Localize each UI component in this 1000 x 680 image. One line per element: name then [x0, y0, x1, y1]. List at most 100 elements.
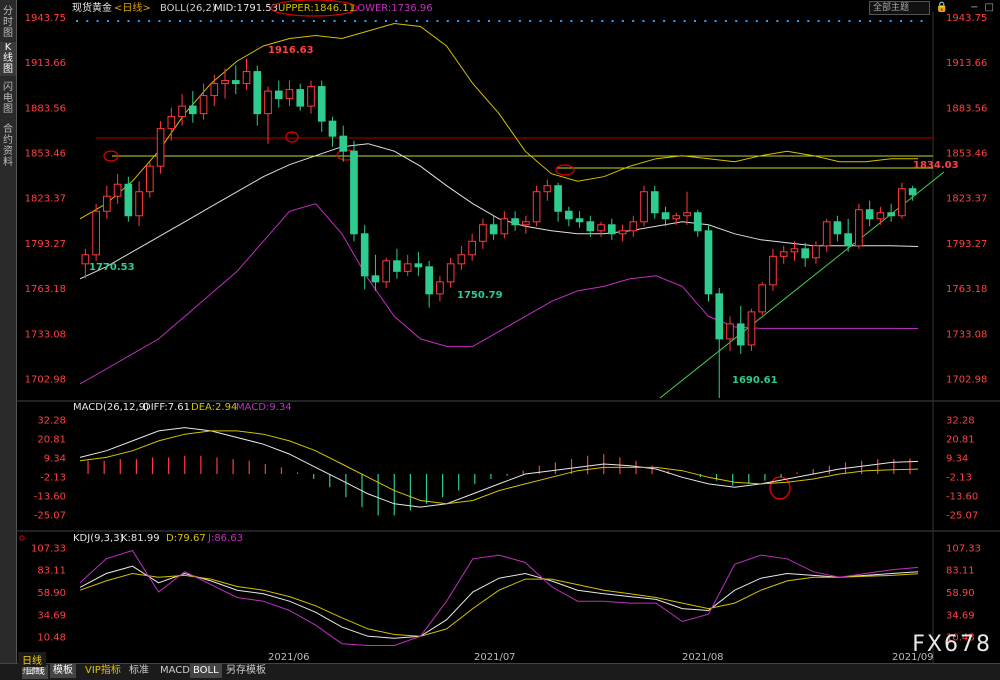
dot — [920, 20, 923, 22]
macd-axis-right-tick: -13.60 — [946, 492, 978, 503]
candle-up — [221, 80, 229, 85]
kdj-axis-right-tick: 107.33 — [946, 543, 981, 554]
trend-line-green — [659, 171, 945, 399]
tab-indicator[interactable]: 指标 — [22, 665, 42, 676]
candle-down — [908, 188, 917, 196]
candle-down — [575, 218, 584, 223]
boll-lower-line — [79, 203, 919, 385]
dot — [117, 20, 120, 22]
price-axis-right: 1943.75 1913.66 1883.56 1853.46 1823.37 1793.… — [946, 13, 987, 386]
candle-up — [103, 195, 111, 212]
dot — [508, 20, 511, 22]
candle-up — [629, 221, 638, 232]
dot — [446, 20, 449, 22]
dot — [374, 20, 377, 22]
tab-boll[interactable]: BOLL — [190, 664, 222, 678]
candle-up — [672, 215, 681, 220]
price-axis-right-tick: 1853.46 — [946, 148, 987, 159]
candle-up — [146, 165, 154, 193]
dot — [251, 20, 254, 22]
macd-diff-line — [79, 427, 919, 508]
tab-vip-indicator[interactable]: VIP指标 — [85, 665, 121, 676]
dot — [632, 20, 635, 22]
tab-macd[interactable]: MACD — [160, 665, 190, 676]
date-label-sep: 2021/09 — [892, 652, 934, 663]
dot — [179, 20, 181, 22]
candle-up — [543, 185, 552, 193]
dot — [343, 20, 346, 22]
boll-mid-path — [79, 143, 919, 280]
price-axis-left-tick: 1793.27 — [25, 239, 66, 250]
boll-mid-value: MID:1791.53 — [214, 3, 278, 14]
candle-up — [468, 240, 476, 256]
kdj-axis-left: 107.33 83.11 58.90 34.69 10.48 — [31, 543, 66, 643]
candle-down — [736, 323, 745, 346]
dot — [137, 20, 140, 22]
sidebar-tab-flash[interactable]: 闪电图 — [3, 82, 13, 115]
macd-diff-path — [79, 427, 919, 508]
dot — [282, 20, 284, 22]
candle-up — [876, 212, 885, 220]
candle-up — [769, 255, 777, 286]
dot — [570, 20, 573, 22]
dot — [817, 20, 820, 22]
macd-axis-right-tick: -25.07 — [946, 511, 978, 522]
candle-up — [812, 245, 820, 259]
highlight-circle-2 — [285, 131, 299, 143]
macd-title: MACD(26,12,9) — [73, 402, 149, 413]
dot — [395, 20, 398, 22]
price-axis-left-tick: 1883.56 — [25, 103, 66, 114]
kdj-axis-right-tick: 10.48 — [946, 633, 975, 644]
expand-icon[interactable]: □ — [984, 2, 994, 13]
dot — [467, 20, 470, 22]
price-axis-right-tick: 1793.27 — [946, 239, 987, 250]
candle-down — [371, 275, 380, 283]
kdj-d-path — [79, 572, 919, 637]
dot — [683, 20, 686, 22]
macd-dea-line — [79, 430, 919, 505]
candle-up — [822, 221, 831, 247]
candle-down — [274, 90, 283, 100]
dot — [611, 20, 614, 22]
dot — [529, 20, 532, 22]
theme-dropdown[interactable]: 全部主题 — [869, 1, 930, 15]
candle-down — [317, 86, 326, 122]
price-axis-left-tick: 1702.98 — [25, 375, 66, 386]
sidebar-tab-kline[interactable]: K线图 — [0, 42, 16, 76]
candle-up — [135, 191, 143, 217]
macd-axis-right: 32.28 20.81 9.34 -2.13 -13.60 -25.07 — [946, 416, 978, 522]
kdj-marker-icon — [19, 535, 25, 541]
dot — [323, 20, 326, 22]
candle-down — [360, 233, 369, 277]
dot — [415, 20, 418, 22]
minus-icon[interactable]: − — [970, 2, 979, 13]
dot — [621, 20, 624, 22]
candle-up — [618, 230, 627, 235]
kdj-j-line — [79, 549, 919, 646]
candle-down — [339, 135, 348, 152]
price-axis-left: 1943.75 1913.66 1883.56 1853.46 1823.37 1793.… — [25, 13, 66, 386]
kdj-axis-left-tick: 107.33 — [31, 543, 66, 554]
dot — [106, 20, 109, 22]
macd-axis-left-tick: 32.28 — [37, 416, 66, 427]
sidebar-tab-contract[interactable]: 合约资料 — [3, 124, 13, 168]
candle-up — [758, 284, 767, 313]
dot — [652, 20, 655, 22]
macd-axis-left-tick: -2.13 — [40, 473, 66, 484]
tab-template[interactable]: 模板 — [50, 664, 76, 678]
tab-save-template[interactable]: 另存模板 — [226, 665, 266, 676]
chart-area: 现货黄金 <日线> BOLL(26,2) MID:1791.53 UPPER:1… — [16, 0, 1000, 663]
dot — [96, 20, 99, 22]
macd-axis-right-tick: 20.81 — [946, 435, 975, 446]
candle-up — [522, 221, 530, 226]
tab-standard[interactable]: 标准 — [129, 665, 149, 676]
highlight-circle-1 — [103, 150, 119, 162]
lock-icon[interactable]: 🔒 — [935, 2, 948, 13]
sidebar-tab-timeshare[interactable]: 分时图 — [3, 6, 13, 39]
period-indicator[interactable]: 日线 — [18, 652, 46, 667]
annotation-low-3: 1690.61 — [732, 375, 778, 386]
dot — [518, 20, 521, 22]
dot — [426, 20, 429, 22]
tab-daily[interactable]: 日线 — [22, 665, 48, 679]
price-axis-left-tick: 1763.18 — [25, 284, 66, 295]
